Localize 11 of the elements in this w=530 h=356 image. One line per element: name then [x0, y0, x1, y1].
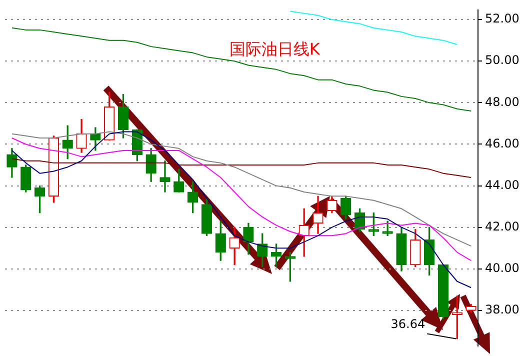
y-tick-label: 46.00	[485, 136, 520, 150]
y-tick-label: 40.00	[485, 261, 520, 276]
y-tick-label: 48.00	[485, 94, 520, 109]
candlestick	[160, 160, 170, 192]
y-tick-label: 44.00	[485, 178, 520, 192]
y-tick-label: 42.00	[485, 219, 520, 234]
y-tick-label: 50.00	[485, 53, 520, 68]
annotation: 36.64	[390, 316, 426, 331]
y-tick-label: 52.00	[485, 12, 520, 26]
y-tick-label: 38.00	[485, 302, 520, 317]
text: 国际油日线K	[229, 39, 320, 58]
